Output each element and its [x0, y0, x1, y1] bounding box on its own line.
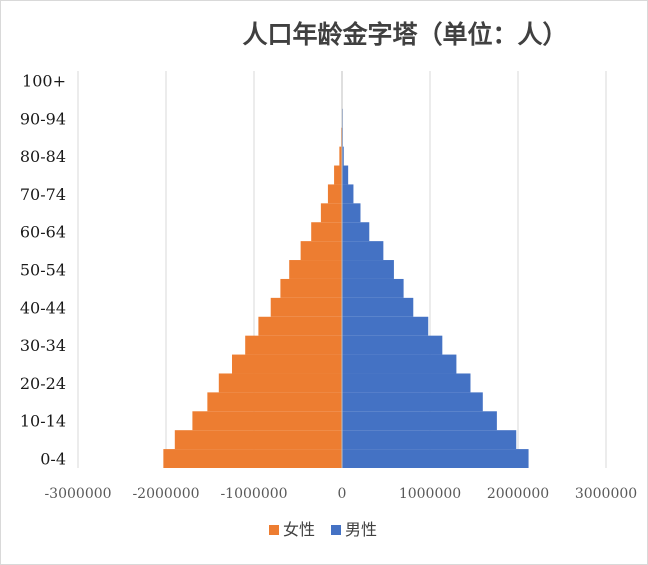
- bar-female-65-69: [320, 203, 342, 223]
- y-tick-label: 30-34: [20, 336, 66, 355]
- legend: 女性 男性: [269, 520, 377, 539]
- bar-male-60-64: [342, 222, 370, 242]
- legend-label-female: 女性: [283, 520, 315, 539]
- y-tick-label: 40-44: [20, 298, 66, 317]
- bar-male-35-39: [342, 316, 429, 336]
- y-tick-label: 10-14: [20, 412, 66, 431]
- bar-male-55-59: [342, 241, 384, 261]
- bar-male-40-44: [342, 297, 414, 317]
- bar-female-45-49: [280, 278, 342, 298]
- bar-female-30-34: [245, 335, 342, 355]
- bar-female-25-29: [232, 354, 342, 374]
- bar-female-35-39: [258, 316, 342, 336]
- bar-male-15-19: [342, 392, 483, 412]
- y-tick-label: 90-94: [20, 109, 66, 128]
- y-tick-label: 0-4: [40, 450, 66, 469]
- y-tick-label: 80-84: [20, 147, 66, 166]
- bar-male-20-24: [342, 373, 471, 393]
- x-tick-label: 1000000: [399, 486, 461, 502]
- bar-female-70-74: [327, 184, 342, 204]
- legend-swatch-female: [269, 525, 279, 535]
- bars: [163, 108, 529, 468]
- bar-female-50-54: [289, 260, 342, 279]
- bar-male-5-9: [342, 430, 517, 450]
- bar-male-45-49: [342, 278, 404, 298]
- gridlines: [77, 71, 607, 468]
- bar-male-30-34: [342, 335, 443, 355]
- chart-title: 人口年龄金字塔（单位：人）: [242, 20, 567, 49]
- bar-male-50-54: [342, 260, 394, 279]
- x-axis-labels: -3000000 -2000000 -1000000 0 1000000 2000000 3…: [44, 486, 637, 502]
- bar-male-80-84: [342, 146, 344, 166]
- x-tick-label: -2000000: [132, 486, 199, 502]
- y-tick-label: 60-64: [20, 223, 66, 242]
- y-tick-label: 20-24: [20, 374, 66, 393]
- bar-female-15-19: [207, 392, 342, 412]
- bar-female-80-84: [339, 146, 342, 166]
- bar-female-75-79: [334, 165, 342, 185]
- y-tick-label: 50-54: [20, 261, 66, 280]
- bar-male-75-79: [342, 165, 349, 185]
- bar-male-25-29: [342, 354, 457, 374]
- x-tick-label: -1000000: [220, 486, 287, 502]
- bar-male-0-4: [342, 449, 529, 468]
- bar-female-20-24: [218, 373, 342, 393]
- x-tick-label: -3000000: [44, 486, 111, 502]
- y-tick-label: 100+: [22, 71, 66, 90]
- x-tick-label: 0: [338, 486, 347, 502]
- bar-female-5-9: [174, 430, 342, 450]
- bar-male-65-69: [342, 203, 361, 223]
- bar-male-70-74: [342, 184, 354, 204]
- bar-female-55-59: [300, 241, 342, 261]
- bar-male-10-14: [342, 411, 497, 431]
- bar-female-40-44: [270, 297, 342, 317]
- legend-label-male: 男性: [345, 520, 377, 539]
- y-tick-label: 70-74: [20, 185, 66, 204]
- legend-swatch-male: [331, 525, 341, 535]
- bar-female-60-64: [311, 222, 342, 242]
- x-tick-label: 2000000: [487, 486, 549, 502]
- bar-female-10-14: [192, 411, 342, 431]
- bar-female-0-4: [163, 449, 342, 468]
- x-tick-label: 3000000: [575, 486, 637, 502]
- y-axis-labels: 0-4 10-14 20-24 30-34 40-44 50-54 60-64 70-74 80…: [20, 71, 66, 468]
